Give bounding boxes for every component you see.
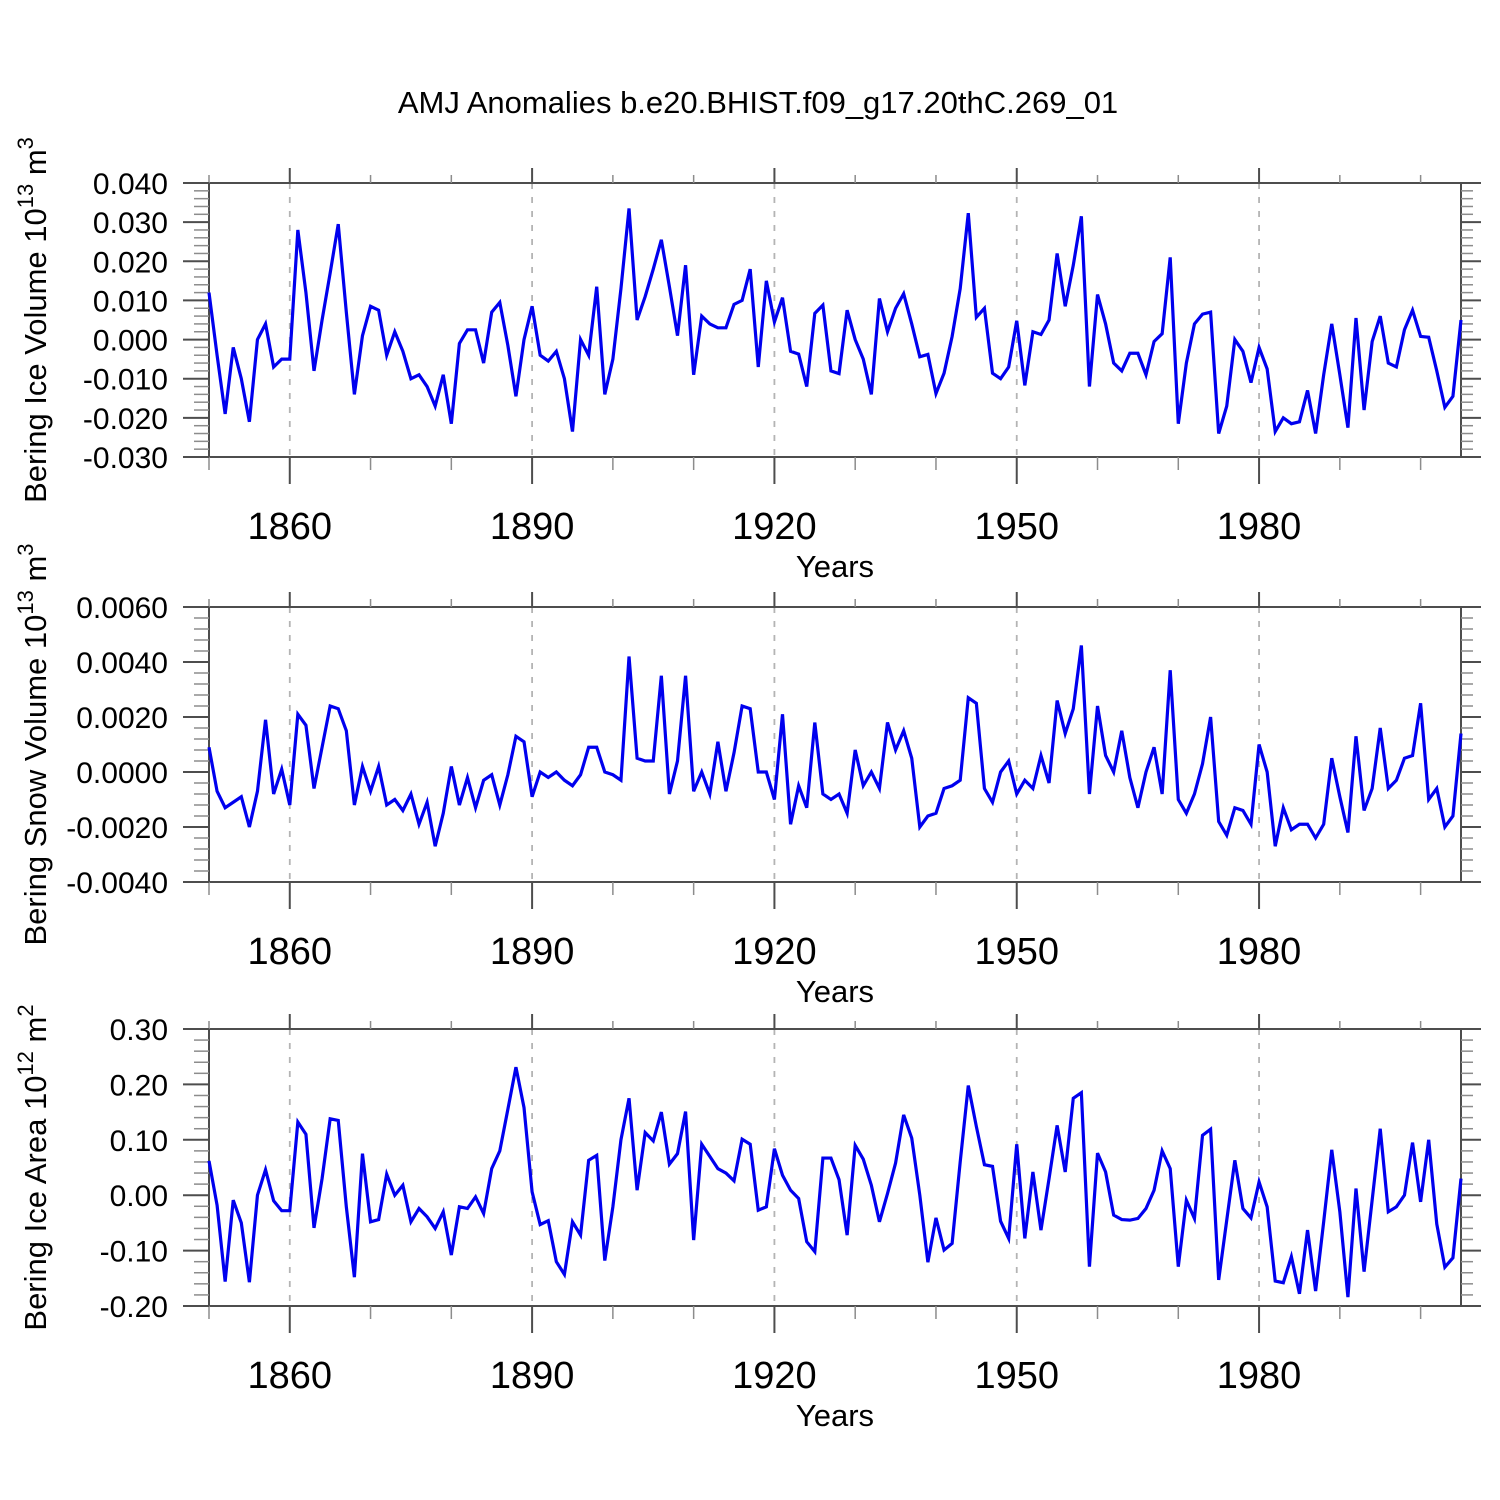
chart-title: AMJ Anomalies b.e20.BHIST.f09_g17.20thC.…: [398, 85, 1118, 120]
ytick-label: -0.030: [83, 442, 168, 475]
panel-bering-ice-volume: 1860 1890 1920 1950 1980 -0.030 -0.020 -0.010 0.…: [13, 137, 1481, 584]
xtick-label-1980: 1980: [1217, 1355, 1302, 1397]
xtick-label-1980: 1980: [1217, 506, 1302, 548]
series-bering-ice-area-line: [207, 1066, 1463, 1298]
ytick-label: 0.0000: [76, 757, 168, 790]
xtick-label-1890: 1890: [490, 931, 575, 973]
ytick-label: 0.20: [110, 1069, 168, 1102]
ytick-label: 0.020: [93, 246, 168, 279]
ytick-label: 0.000: [93, 325, 168, 358]
ytick-label: 0.0020: [76, 702, 168, 735]
xtick-label-1860: 1860: [248, 931, 333, 973]
ytick-label: -0.010: [83, 364, 168, 397]
ytick-label: 0.0060: [76, 592, 168, 625]
ytick-label: 0.030: [93, 207, 168, 240]
ytick-label: 0.010: [93, 285, 168, 318]
xtick-label-1860: 1860: [248, 1355, 333, 1397]
ytick-label: 0.040: [93, 168, 168, 201]
yaxis-title: Bering Ice Volume 1013 m3: [13, 137, 53, 503]
series-bering-ice-volume-line: [207, 208, 1463, 437]
series-bering-snow-volume-line: [207, 645, 1463, 847]
ytick-label: 0.0040: [76, 647, 168, 680]
ytick-label: -0.0020: [66, 812, 168, 845]
ytick-label: -0.10: [100, 1236, 168, 1269]
xtick-label-1860: 1860: [248, 506, 333, 548]
ytick-label: 0.30: [110, 1014, 168, 1047]
ytick-label: 0.10: [110, 1125, 168, 1158]
panel-bering-ice-area: 1860 1890 1920 1950 1980 -0.20 -0.10 0.00 0.10 0.…: [13, 1004, 1481, 1433]
ytick-label: -0.20: [100, 1291, 168, 1324]
xtick-label-1980: 1980: [1217, 931, 1302, 973]
xtick-label-1950: 1950: [974, 931, 1059, 973]
panel-bering-snow-volume: 1860 1890 1920 1950 1980 -0.0040 -0.0020 0.0000…: [13, 543, 1481, 1009]
yaxis-title: Bering Ice Area 1012 m2: [13, 1004, 53, 1330]
xaxis-title: Years: [796, 1398, 874, 1433]
xtick-label-1920: 1920: [732, 1355, 817, 1397]
ytick-label: -0.0040: [66, 867, 168, 900]
xaxis-title: Years: [796, 549, 874, 584]
xtick-label-1950: 1950: [974, 506, 1059, 548]
xtick-label-1890: 1890: [490, 1355, 575, 1397]
xtick-label-1950: 1950: [974, 1355, 1059, 1397]
ytick-label: -0.020: [83, 403, 168, 436]
xtick-label-1920: 1920: [732, 931, 817, 973]
xtick-label-1920: 1920: [732, 506, 817, 548]
xtick-label-1890: 1890: [490, 506, 575, 548]
yaxis-title: Bering Snow Volume 1013 m3: [13, 543, 53, 945]
xaxis-title: Years: [796, 974, 874, 1009]
ytick-label: 0.00: [110, 1180, 168, 1213]
